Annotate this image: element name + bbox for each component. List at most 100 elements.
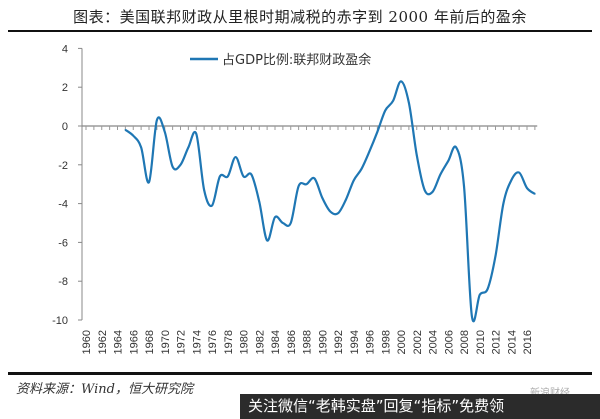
x-tick-label: 1964 xyxy=(113,330,125,354)
y-tick-label: -4 xyxy=(58,199,68,211)
data-point xyxy=(171,165,174,168)
data-point xyxy=(187,146,190,149)
data-point xyxy=(289,222,292,224)
x-tick-label: 1974 xyxy=(191,330,203,354)
x-tick-label: 1960 xyxy=(81,330,93,354)
data-point xyxy=(494,255,497,257)
x-tick-label: 1976 xyxy=(207,330,219,354)
data-point xyxy=(415,154,418,156)
y-tick-label: 0 xyxy=(62,121,68,133)
data-point xyxy=(195,132,198,135)
data-point xyxy=(242,175,245,178)
data-point xyxy=(266,239,268,242)
data-point xyxy=(526,187,528,189)
x-tick-label: 1970 xyxy=(160,330,172,354)
x-tick-label: 1998 xyxy=(380,330,392,354)
x-tick-label: 1996 xyxy=(365,330,377,354)
data-point xyxy=(148,181,150,184)
legend-label: 占GDP比例:联邦财政盈余 xyxy=(222,52,371,68)
x-tick-label: 1980 xyxy=(239,330,251,354)
x-tick-label: 1962 xyxy=(97,330,109,354)
y-tick-label: -8 xyxy=(58,276,68,288)
data-point xyxy=(313,177,316,180)
data-point xyxy=(258,200,261,203)
x-tick-label: 1988 xyxy=(302,330,314,354)
x-tick-label: 2010 xyxy=(475,330,487,354)
data-point xyxy=(156,119,158,121)
data-point xyxy=(518,171,520,174)
data-point xyxy=(234,156,237,158)
data-point xyxy=(392,99,394,102)
x-tick-label: 1978 xyxy=(223,330,235,354)
x-tick-label: 1990 xyxy=(317,330,329,354)
data-point xyxy=(423,189,426,191)
data-point xyxy=(140,146,142,149)
data-point xyxy=(305,183,308,185)
y-tick-label: -2 xyxy=(58,160,68,172)
y-tick-label: 2 xyxy=(62,82,68,94)
data-point xyxy=(211,204,213,207)
data-point xyxy=(486,288,489,290)
x-tick-label: 2008 xyxy=(459,330,471,354)
x-tick-label: 1994 xyxy=(349,330,361,354)
data-point xyxy=(463,185,465,187)
x-tick-label: 2004 xyxy=(428,330,440,354)
x-tick-label: 1982 xyxy=(254,330,266,354)
x-tick-label: 2016 xyxy=(522,330,534,354)
y-tick-label: -6 xyxy=(58,237,68,249)
data-point xyxy=(376,131,379,133)
data-point xyxy=(274,216,276,218)
data-point xyxy=(408,101,410,104)
data-point xyxy=(329,210,331,213)
title-divider xyxy=(8,30,592,32)
data-point xyxy=(384,109,387,112)
chart-title: 图表：美国联邦财政从里根时期减税的赤字到 2000 年前后的盈余 xyxy=(73,8,527,26)
x-tick-label: 2002 xyxy=(412,330,424,354)
data-point xyxy=(321,196,324,199)
x-tick-label: 2012 xyxy=(491,330,503,354)
data-point xyxy=(124,129,127,131)
source-note: 资料来源：Wind，恒大研究院 xyxy=(16,382,193,397)
data-point xyxy=(360,167,363,170)
data-point xyxy=(337,212,339,215)
data-point xyxy=(250,173,253,176)
data-point xyxy=(345,198,347,201)
data-point xyxy=(203,189,205,191)
promo-banner: 关注微信“老韩实盘”回复“指标”免费领 xyxy=(240,394,600,419)
data-point xyxy=(179,164,182,166)
y-tick-label: -10 xyxy=(52,315,68,327)
x-tick-label: 1966 xyxy=(128,330,140,354)
data-point xyxy=(471,315,473,317)
x-tick-label: 2000 xyxy=(396,330,408,354)
series-line-federal-surplus xyxy=(124,80,536,323)
data-point xyxy=(132,134,135,137)
x-tick-label: 1968 xyxy=(144,330,156,354)
data-point xyxy=(297,185,300,187)
data-point xyxy=(400,80,402,83)
footer-divider xyxy=(8,372,592,375)
data-point xyxy=(439,173,442,176)
x-tick-label: 2014 xyxy=(506,330,518,354)
data-point xyxy=(352,179,355,182)
data-point xyxy=(431,191,434,193)
data-point xyxy=(219,175,221,178)
data-point xyxy=(455,146,457,149)
data-point xyxy=(478,293,481,296)
x-tick-label: 2006 xyxy=(443,330,455,354)
x-tick-label: 1972 xyxy=(176,330,188,354)
data-point xyxy=(163,131,166,133)
watermark: 新浪财经 xyxy=(530,384,570,399)
x-tick-label: 1986 xyxy=(286,330,298,354)
x-tick-label: 1984 xyxy=(270,330,282,354)
data-point xyxy=(282,222,284,224)
y-tick-label: 4 xyxy=(62,43,68,55)
data-point xyxy=(502,202,505,205)
x-tick-label: 1992 xyxy=(333,330,345,354)
data-point xyxy=(368,150,371,153)
data-point xyxy=(510,179,513,182)
data-point xyxy=(226,175,229,178)
data-point xyxy=(534,193,536,195)
data-point xyxy=(447,160,450,162)
